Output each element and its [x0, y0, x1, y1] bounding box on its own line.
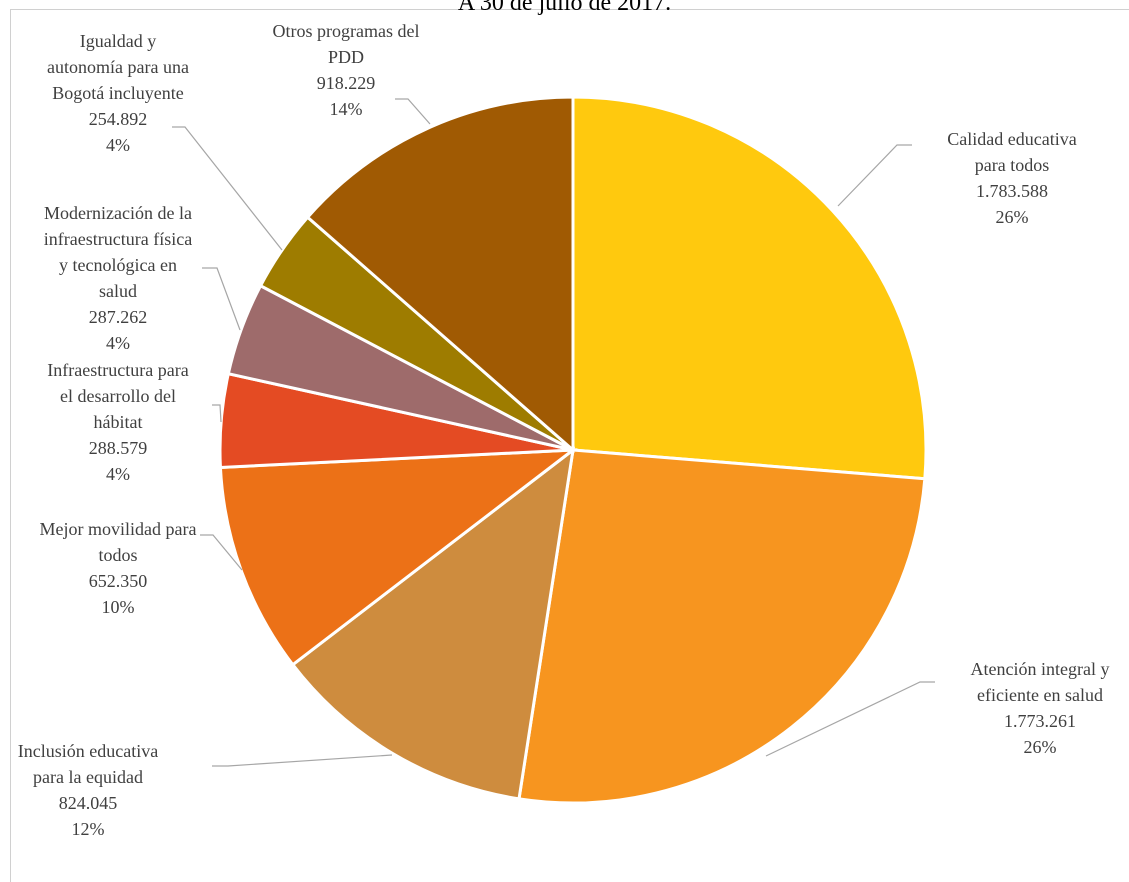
leader-line — [212, 754, 393, 767]
slice-label-name: Mejor movilidad para — [40, 519, 197, 539]
pie-slice — [218, 448, 578, 667]
slice-label-name: autonomía para una — [47, 57, 189, 77]
slice-label-percent: 26% — [1024, 737, 1057, 757]
slice-label: Inclusión educativa para la equidad 824.04… — [18, 741, 158, 839]
slice-label: Igualdad y autonomía para una Bogotá inclu… — [47, 31, 189, 155]
leader-line — [212, 404, 222, 423]
slice-label-name: para la equidad — [33, 767, 143, 787]
slice-label-name: para todos — [975, 155, 1049, 175]
slice-label: Otros programas del PDD 918.229 14% — [273, 21, 420, 119]
slice-label: Calidad educativa para todos 1.783.588 26% — [947, 129, 1076, 227]
chart-frame — [10, 9, 1129, 882]
slice-label-value: 652.350 — [89, 571, 148, 591]
leader-line — [200, 534, 243, 571]
slice-label-value: 288.579 — [89, 438, 148, 458]
slice-label-name: Bogotá incluyente — [52, 83, 183, 103]
leader-line — [395, 98, 431, 125]
leader-line — [765, 681, 935, 757]
slice-label-percent: 26% — [996, 207, 1029, 227]
slice-label-name: el desarrollo del — [60, 386, 176, 406]
pie-slice — [571, 95, 928, 481]
slice-label-percent: 4% — [106, 333, 130, 353]
slice-label-value: 254.892 — [89, 109, 148, 129]
slice-label-name: Modernización de la — [44, 203, 192, 223]
slice-label-name: Inclusión educativa — [18, 741, 158, 761]
slice-label-percent: 4% — [106, 135, 130, 155]
slice-label-name: salud — [99, 281, 137, 301]
slice-label-value: 1.773.261 — [1004, 711, 1076, 731]
slice-label-value: 918.229 — [317, 73, 376, 93]
slice-label: Infraestructura para el desarrollo del háb… — [47, 360, 188, 484]
slice-label-percent: 10% — [102, 597, 135, 617]
slice-label-name: y tecnológica en — [59, 255, 177, 275]
slice-label-name: hábitat — [94, 412, 143, 432]
slice-label-name: PDD — [328, 47, 364, 67]
slice-label-name: Otros programas del — [273, 21, 420, 41]
slice-label-value: 1.783.588 — [976, 181, 1048, 201]
slice-label-name: Atención integral y — [971, 659, 1110, 679]
slice-label-name: Infraestructura para — [47, 360, 188, 380]
slice-label-percent: 4% — [106, 464, 130, 484]
leader-line — [202, 267, 241, 331]
slice-label: Atención integral y eficiente en salud 1.7… — [971, 659, 1110, 757]
slice-label-name: infraestructura física — [44, 229, 192, 249]
pie-slice — [517, 448, 927, 805]
slice-label-name: Igualdad y — [80, 31, 156, 51]
pie-slice — [305, 95, 575, 454]
leader-line — [172, 126, 283, 251]
leader-line — [837, 144, 912, 207]
pie-slice — [290, 446, 576, 801]
slice-label-name: Calidad educativa — [947, 129, 1076, 149]
slice-label-percent: 14% — [330, 99, 363, 119]
chart-title: A 30 de julio de 2017. — [457, 0, 672, 16]
slice-label: Modernización de la infraestructura físic… — [44, 203, 192, 353]
slice-label-percent: 12% — [72, 819, 105, 839]
slice-label-name: todos — [98, 545, 137, 565]
slice-label-name: eficiente en salud — [977, 685, 1103, 705]
slice-label: Mejor movilidad para todos 652.350 10% — [40, 519, 197, 617]
slice-label-value: 824.045 — [59, 793, 118, 813]
slice-label-value: 287.262 — [89, 307, 148, 327]
